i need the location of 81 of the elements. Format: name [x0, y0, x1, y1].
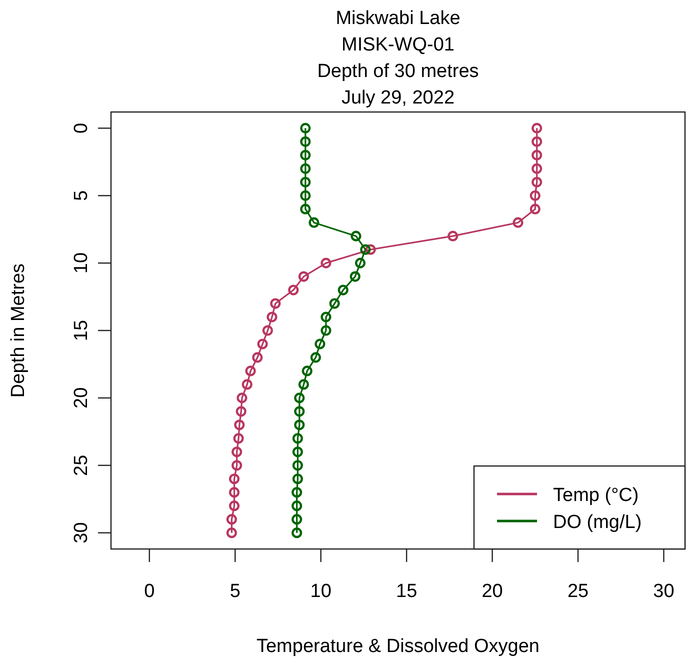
- point: [226, 528, 237, 538]
- point: [292, 500, 302, 512]
- point: [234, 420, 245, 430]
- point: [350, 271, 360, 282]
- point: [300, 150, 311, 160]
- y-tick-label: 0: [71, 122, 92, 134]
- point: [242, 379, 252, 390]
- point: [232, 460, 242, 471]
- point: [288, 284, 299, 296]
- point: [236, 406, 246, 417]
- x-tick-label: 0: [144, 581, 155, 602]
- point: [354, 258, 366, 268]
- point: [448, 230, 458, 242]
- point: [512, 217, 524, 228]
- point: [338, 284, 348, 296]
- point: [228, 474, 240, 484]
- x-tick-label: 15: [396, 581, 418, 602]
- point: [262, 325, 273, 336]
- point: [532, 150, 542, 160]
- point: [270, 298, 281, 309]
- point: [532, 136, 542, 147]
- point: [532, 122, 542, 134]
- point: [532, 163, 542, 174]
- point: [292, 446, 304, 458]
- point: [257, 338, 268, 350]
- point: [252, 352, 263, 363]
- point: [320, 325, 332, 336]
- y-tick-label: 15: [71, 320, 92, 342]
- point: [320, 312, 332, 322]
- y-tick-label: 10: [71, 252, 92, 274]
- point: [530, 204, 540, 214]
- x-tick-label: 30: [653, 581, 674, 602]
- point: [292, 487, 302, 498]
- point: [365, 244, 376, 255]
- point: [294, 392, 305, 404]
- point: [300, 204, 311, 214]
- x-tick-label: 25: [567, 581, 589, 602]
- point: [292, 514, 302, 525]
- point: [298, 271, 310, 282]
- y-tick-label: 25: [71, 454, 92, 476]
- point: [329, 298, 340, 309]
- point: [292, 528, 302, 538]
- point: [314, 338, 326, 350]
- point: [300, 122, 311, 134]
- y-tick-label: 5: [71, 190, 92, 201]
- point: [232, 446, 242, 458]
- point: [302, 366, 312, 376]
- point: [228, 500, 240, 512]
- x-tick-label: 10: [310, 581, 332, 602]
- point: [226, 514, 237, 525]
- point: [236, 392, 248, 404]
- point: [300, 176, 311, 188]
- point: [300, 163, 311, 174]
- point: [532, 176, 542, 188]
- point: [292, 474, 304, 484]
- y-tick-label: 30: [71, 522, 92, 544]
- point: [308, 217, 320, 228]
- point: [294, 420, 305, 430]
- legend-label: Temp (°C): [553, 485, 639, 506]
- point: [245, 366, 256, 376]
- x-axis-title: Temperature & Dissolved Oxygen: [256, 636, 540, 657]
- legend-label: DO (mg/L): [553, 512, 642, 533]
- point: [530, 190, 540, 201]
- chart-title: Miskwabi Lake MISK-WQ-01 Depth of 30 metres July 29, 2022: [317, 8, 479, 108]
- y-axis-title: Depth in Metres: [8, 263, 29, 398]
- point: [266, 312, 278, 322]
- point: [292, 433, 304, 444]
- point: [300, 136, 311, 147]
- x-tick-label: 20: [482, 581, 503, 602]
- point: [233, 433, 244, 444]
- point: [300, 190, 311, 201]
- point: [292, 460, 304, 471]
- point: [228, 487, 240, 498]
- point: [298, 379, 310, 390]
- point: [310, 352, 322, 363]
- point: [294, 406, 305, 417]
- point: [320, 258, 332, 268]
- point: [350, 230, 362, 242]
- x-tick-label: 5: [230, 581, 240, 602]
- point: [360, 244, 371, 255]
- y-tick-label: 20: [71, 387, 92, 409]
